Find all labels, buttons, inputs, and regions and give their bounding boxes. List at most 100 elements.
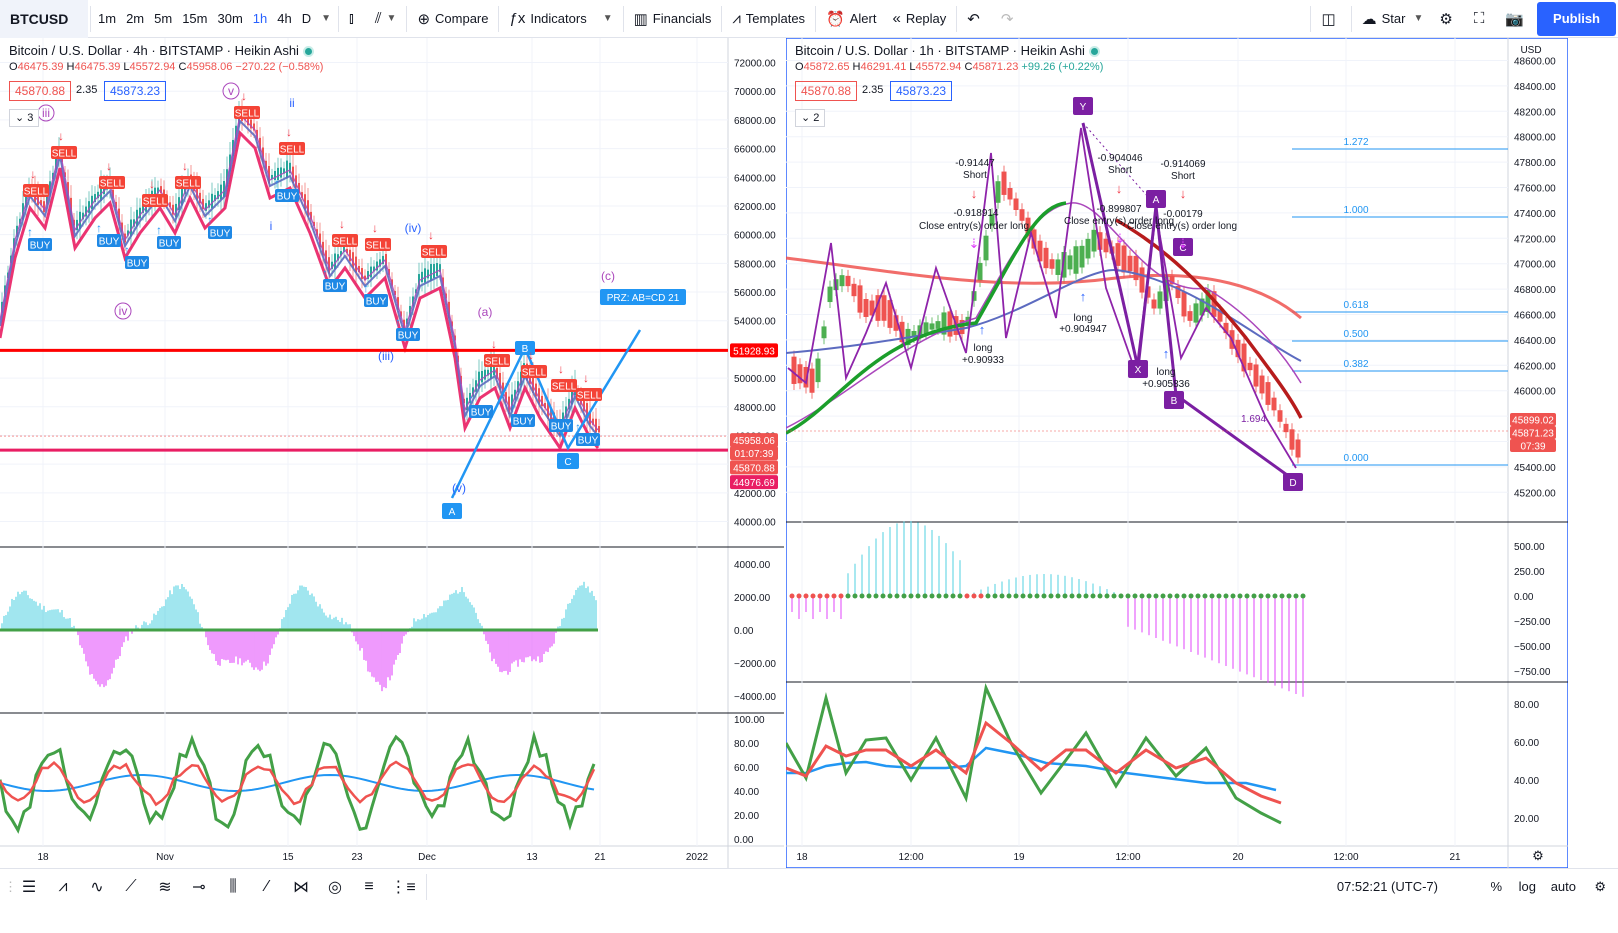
buy-price-button[interactable]: 45873.23 [104, 81, 167, 101]
horizontal-ray-icon[interactable]: ⊸ [192, 879, 206, 896]
trend-line-icon[interactable]: ⟋ [125, 878, 137, 895]
left-chart[interactable]: 18 Nov 15 23 Dec 13 21 2022 72000.00 70000.00 6800… [0, 38, 784, 868]
interval-5m[interactable]: 5m [154, 11, 173, 26]
sell-price-button[interactable]: 45870.88 [795, 81, 858, 101]
redo-button[interactable]: ↷ [993, 0, 1027, 38]
interval-30m[interactable]: 30m [217, 11, 243, 26]
osc-dot [894, 593, 900, 599]
rsi-axis-label: 80.00 [1514, 700, 1539, 711]
candle-body [935, 321, 941, 329]
interval-1h[interactable]: 1h [252, 11, 268, 26]
log-toggle[interactable]: log [1518, 879, 1536, 894]
osc-dot [992, 593, 998, 599]
pitchfork-icon[interactable]: ⫼ [229, 878, 237, 895]
interval-2m[interactable]: 2m [126, 11, 145, 26]
settings-gear-icon[interactable]: ⚙ [1594, 879, 1606, 894]
object-tree-icon[interactable]: ⋮≡ [390, 879, 416, 896]
indicators-label: Indicators [530, 11, 587, 26]
interval-4h[interactable]: 4h [277, 11, 292, 26]
candle-body [487, 369, 489, 376]
trend-pattern-icon[interactable]: ⩘ [58, 878, 68, 895]
sell-arrow-icon: ↓ [428, 228, 434, 242]
indicators-collapse-button[interactable]: ⌄ 3 [9, 109, 40, 127]
right-price-label: 46400.00 [1514, 336, 1556, 347]
templates-button[interactable]: ⩘ Templates [724, 0, 813, 38]
fib-level-label: 0.618 [1343, 300, 1368, 311]
symbol-search[interactable]: BTCUSD [0, 0, 88, 38]
osc-dot [950, 593, 956, 599]
xabcd-pattern-line [1081, 122, 1140, 369]
candle-body [565, 406, 567, 418]
sell-price-button[interactable]: 45870.88 [9, 81, 72, 101]
fullscreen-button[interactable]: ⛶ [1466, 0, 1498, 38]
elliott-wave-icon[interactable]: ∿ [90, 879, 104, 896]
brush-icon[interactable]: ⁄ [265, 878, 269, 895]
toolbar-divider [90, 5, 91, 32]
pattern-point-y: Y [1080, 102, 1087, 113]
osc-dot [1188, 593, 1194, 599]
cursor-tool-icon[interactable]: ☰ [21, 879, 37, 896]
candle-body [436, 263, 438, 276]
osc-dot [978, 593, 984, 599]
candle-body [199, 192, 201, 204]
candle-body [196, 184, 198, 200]
sell-tag: SELL [522, 368, 547, 379]
buy-tag-bg [549, 419, 573, 432]
indicators-collapse-button[interactable]: ⌄ 2 [795, 109, 826, 127]
candle-body [247, 116, 249, 126]
compare-button[interactable]: ⊕ Compare [409, 0, 496, 38]
sell-tag-bg [551, 379, 577, 392]
interval-1m[interactable]: 1m [98, 11, 117, 26]
candle-body [1085, 238, 1091, 259]
financials-button[interactable]: ▥ Financials [626, 0, 720, 38]
buy-arrow-icon: ↑ [124, 243, 130, 257]
osc-dot [796, 593, 802, 599]
drag-handle-icon[interactable]: ⋮ [4, 879, 17, 894]
candle-body [583, 400, 585, 412]
right-chart[interactable]: 18 12:00 19 12:00 20 12:00 21 ⚙ USD 48600.00 48400… [786, 38, 1568, 868]
candle-body [439, 264, 441, 272]
candle-body [535, 383, 537, 397]
candle-body [1253, 364, 1259, 387]
replay-button[interactable]: « Replay [884, 0, 954, 38]
percent-toggle[interactable]: % [1490, 879, 1502, 894]
ruler-icon[interactable]: ≡ [364, 878, 374, 895]
bottom-toolbar: ⋮ ☰ ⩘ ∿ ⟋ ≋ ⊸ ⫼ ⁄ ⋈ ◎ ≡ ⋮≡ 07:52:21 (UTC… [0, 868, 1618, 905]
candle-body [959, 319, 965, 335]
osc-axis-label: 0.00 [1514, 592, 1534, 603]
interval-dropdown[interactable]: ▼ [316, 0, 336, 38]
bars-style-icon: ⫾ [349, 10, 354, 27]
candles-style-button[interactable]: ⫽ ▼ [367, 0, 405, 38]
star-button[interactable]: ☁ Star ▼ [1354, 0, 1432, 38]
alert-button[interactable]: ⏰ Alert [818, 0, 884, 38]
short-signal-value: -0.91447 [955, 158, 995, 169]
undo-button[interactable]: ↶ [959, 0, 993, 38]
candle-body [1073, 246, 1079, 274]
last-price-tag-bg [730, 433, 778, 448]
bar-style-button[interactable]: ⫾ [341, 0, 367, 38]
indicators-button[interactable]: ƒx Indicators [501, 0, 594, 38]
candle-body [478, 371, 480, 389]
candle-body [1181, 291, 1187, 317]
snapshot-button[interactable]: 📷 [1497, 0, 1537, 38]
ma-50-line [786, 202, 1302, 429]
auto-toggle[interactable]: auto [1550, 879, 1576, 894]
layout-button[interactable]: ◫ [1313, 0, 1348, 38]
buy-arrow-icon: ↑ [156, 223, 162, 237]
xabcd-pattern-icon[interactable]: ⋈ [293, 879, 309, 896]
settings-button[interactable]: ⚙ [1431, 0, 1465, 38]
publish-button[interactable]: Publish [1537, 1, 1616, 36]
candle-body [484, 369, 486, 380]
indicators-dropdown[interactable]: ▼ [595, 0, 621, 38]
interval-15m[interactable]: 15m [182, 11, 208, 26]
clock-display[interactable]: 07:52:21 (UTC-7) [1336, 879, 1438, 894]
buy-price-button[interactable]: 45873.23 [890, 81, 953, 101]
left-chart-canvas[interactable]: 18 Nov 15 23 Dec 13 21 2022 72000.00 70000.00 6800… [0, 38, 784, 868]
candle-body [295, 175, 297, 188]
osc-dot [1223, 593, 1229, 599]
gann-icon[interactable]: ◎ [328, 879, 342, 896]
fib-retracement-icon[interactable]: ≋ [158, 879, 172, 896]
candle-body [1001, 171, 1007, 195]
interval-D[interactable]: D [301, 11, 312, 26]
